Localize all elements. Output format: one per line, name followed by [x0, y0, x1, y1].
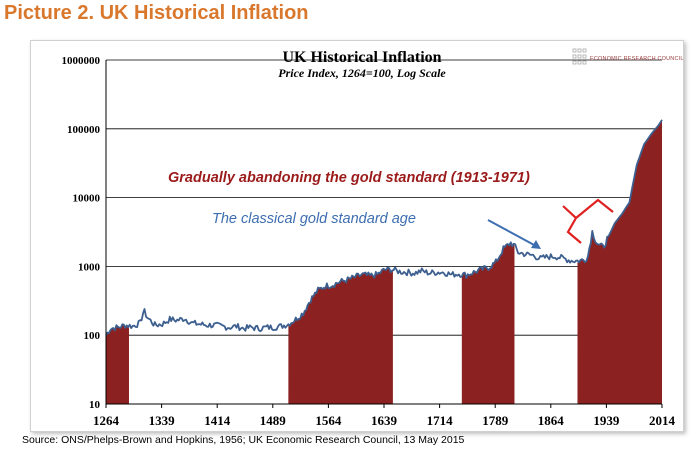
- fill-layer: [106, 119, 662, 405]
- shaded-period-3: [461, 242, 515, 404]
- x-tick-label: 2014: [649, 413, 676, 428]
- x-tick-label: 1564: [315, 413, 342, 428]
- x-tick-label: 1714: [427, 413, 454, 428]
- x-tick-label: 1414: [204, 413, 231, 428]
- shaded-period-4: [577, 119, 662, 405]
- erc-logo-icon: [572, 48, 587, 65]
- annotation-layer: Gradually abandoning the gold standard (…: [168, 170, 614, 249]
- y-tick-label: 10000: [73, 193, 101, 205]
- erc-logo-text: ECONOMIC RESEARCH COUNCIL: [590, 56, 684, 62]
- source-note: Source: ONS/Phelps-Brown and Hopkins, 19…: [22, 434, 465, 446]
- series-line: [105, 119, 663, 336]
- shaded-period-1: [106, 324, 129, 404]
- y-tick-label: 1000: [78, 261, 101, 273]
- x-tick-label: 1264: [93, 413, 120, 428]
- x-tick-label: 1939: [593, 413, 620, 428]
- y-tick-label: 1000000: [62, 55, 101, 67]
- page-title: Picture 2. UK Historical Inflation: [4, 2, 309, 24]
- x-tick-label: 1639: [371, 413, 398, 428]
- x-tick-label: 1864: [538, 413, 565, 428]
- axis-layer: 10 100 1000 10000 100000 1000000 1264 1339 1414 1…: [62, 55, 676, 428]
- annotation-gold-abandon: Gradually abandoning the gold standard (…: [168, 170, 530, 186]
- annotation-arrow-line: [487, 219, 537, 247]
- chart-subtitle: Price Index, 1264=100, Log Scale: [278, 66, 446, 80]
- x-tick-label: 1789: [482, 413, 509, 428]
- annotation-bracket: [562, 198, 614, 244]
- shaded-period-2: [288, 267, 393, 404]
- chart-title: UK Historical Inflation: [282, 49, 441, 66]
- y-tick-label: 100: [84, 330, 101, 342]
- x-tick-label: 1489: [260, 413, 287, 428]
- y-tick-label: 100000: [67, 124, 101, 136]
- annotation-arrow-head: [531, 240, 541, 249]
- x-tick-label: 1339: [149, 413, 176, 428]
- annotation-classical-gold: The classical gold standard age: [212, 211, 416, 227]
- line-layer: [105, 119, 663, 336]
- y-tick-label: 10: [89, 399, 101, 411]
